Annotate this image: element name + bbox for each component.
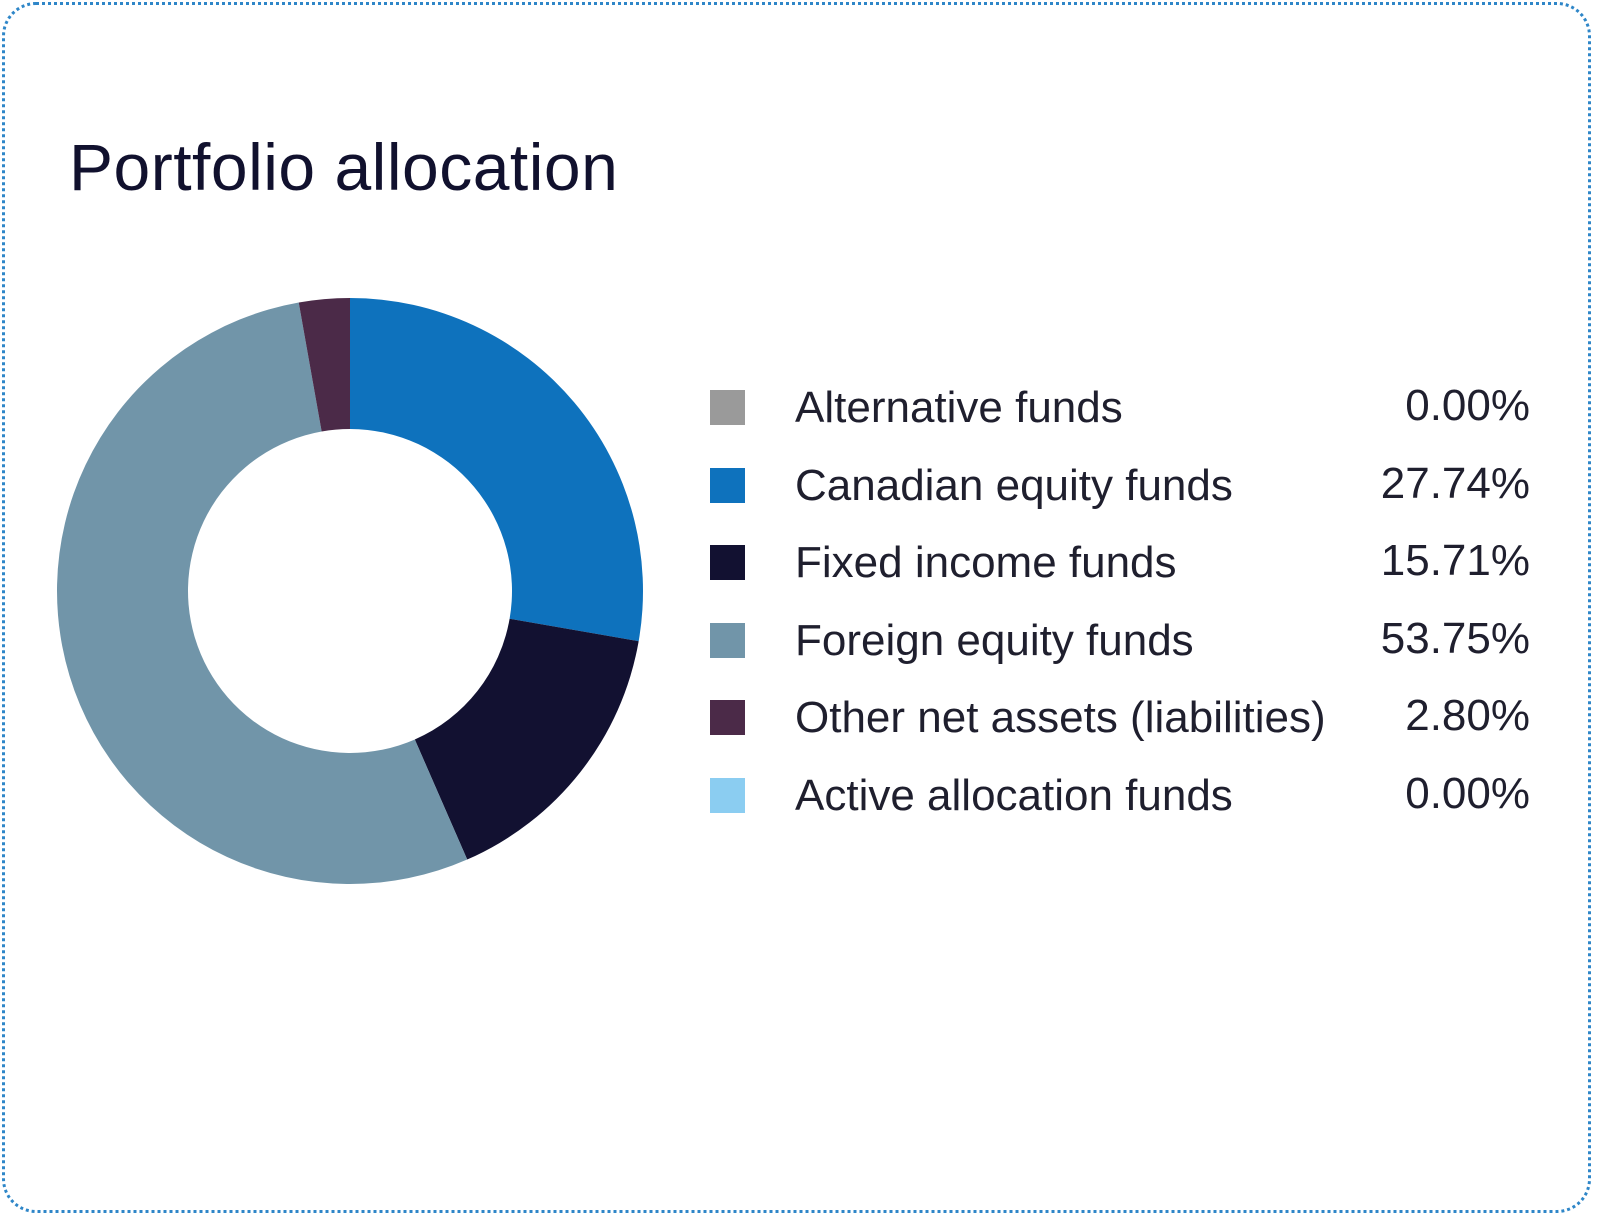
legend-label: Canadian equity funds	[795, 460, 1233, 510]
slice-canadian-equity-funds	[350, 298, 643, 642]
legend-item-canadian-equity-funds: Canadian equity funds 27.74%	[710, 458, 1530, 539]
chart-legend: Alternative funds 0.00% Canadian equity fu…	[710, 381, 1530, 849]
legend-value: 53.75%	[1380, 613, 1530, 663]
slice-foreign-equity-funds	[57, 302, 468, 885]
legend-label: Other net assets (liabilities)	[795, 693, 1326, 742]
legend-swatch	[710, 777, 745, 813]
legend-swatch	[710, 622, 745, 658]
legend-item-active-allocation-funds: Active allocation funds 0.00%	[710, 768, 1530, 849]
legend-value: 27.74%	[1380, 458, 1530, 508]
legend-label: Active allocation funds	[795, 770, 1233, 820]
legend-item-alternative-funds: Alternative funds 0.00%	[710, 381, 1530, 461]
legend-label: Alternative funds	[795, 383, 1123, 432]
legend-value: 15.71%	[1380, 536, 1530, 585]
chart-title: Portfolio allocation	[69, 130, 619, 204]
legend-swatch	[710, 390, 745, 425]
legend-item-fixed-income-funds: Fixed income funds 15.71%	[710, 536, 1530, 616]
legend-swatch	[710, 700, 745, 735]
legend-value: 0.00%	[1405, 381, 1530, 430]
legend-value: 0.00%	[1405, 768, 1530, 818]
legend-label: Foreign equity funds	[795, 615, 1194, 665]
legend-item-other-net-assets-liabilities: Other net assets (liabilities) 2.80%	[710, 691, 1530, 771]
slice-fixed-income-funds	[414, 618, 639, 860]
donut-chart	[57, 298, 643, 885]
legend-item-foreign-equity-funds: Foreign equity funds 53.75%	[710, 613, 1530, 694]
legend-swatch	[710, 467, 745, 503]
legend-value: 2.80%	[1405, 691, 1530, 740]
legend-label: Fixed income funds	[795, 538, 1177, 587]
legend-swatch	[710, 545, 745, 580]
slice-other-net-assets-liabilities	[298, 298, 350, 432]
